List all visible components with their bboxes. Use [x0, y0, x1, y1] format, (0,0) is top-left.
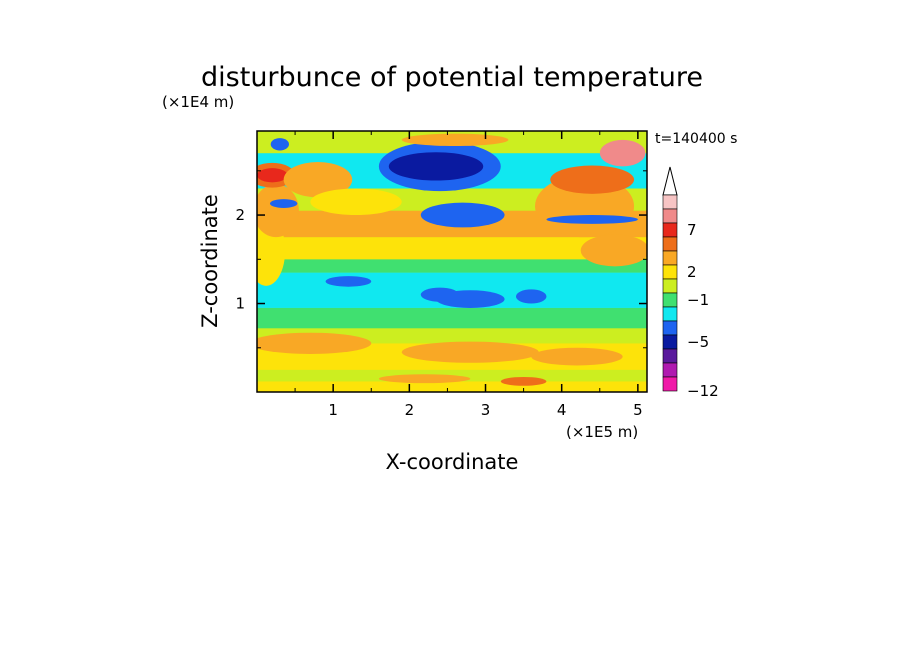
x-axis-ticks: 1 2 3 4 5 — [294, 131, 643, 419]
colorbar-cell — [662, 348, 678, 364]
x-tick-label: 4 — [557, 401, 567, 419]
contour-feature — [515, 289, 547, 304]
contour-feature — [599, 139, 646, 167]
contour-band — [257, 259, 647, 273]
contour-feature — [310, 188, 402, 216]
colorbar-cell — [662, 376, 678, 392]
y-tick-label: 1 — [235, 295, 245, 313]
colorbar-label: −5 — [687, 333, 709, 351]
contour-feature — [388, 152, 484, 181]
colorbar-cell — [662, 334, 678, 350]
contour-band — [257, 381, 647, 392]
colorbar: 7 2 −1 −5 −12 — [662, 166, 719, 400]
contour-feature — [257, 168, 288, 183]
contour-feature — [580, 234, 647, 267]
contour-feature — [401, 133, 509, 147]
x-tick-label: 2 — [405, 401, 415, 419]
chart-title: disturbunce of potential temperature — [201, 62, 703, 93]
colorbar-cell — [662, 362, 678, 378]
plot-area — [257, 131, 647, 392]
plot-frame — [256, 130, 648, 393]
contour-feature — [270, 138, 289, 151]
colorbar-cell — [662, 278, 678, 294]
colorbar-cell — [662, 320, 678, 336]
colorbar-label: 2 — [687, 263, 697, 281]
contour-band — [257, 237, 647, 260]
x-axis-label: X-coordinate — [386, 450, 519, 474]
colorbar-cell — [662, 292, 678, 308]
contour-feature — [283, 161, 353, 198]
contour-feature — [378, 374, 471, 384]
contour-features — [257, 133, 647, 386]
contour-feature — [257, 184, 299, 238]
colorbar-cell — [662, 250, 678, 266]
colorbar-cell — [662, 236, 678, 252]
x-unit-label: (×1E5 m) — [566, 423, 638, 441]
colorbar-cell — [662, 222, 678, 238]
contour-feature — [531, 347, 623, 366]
time-label: t=140400 s — [655, 131, 737, 147]
x-tick-label: 1 — [328, 401, 338, 419]
contour-feature — [550, 165, 635, 194]
y-unit-label: (×1E4 m) — [162, 93, 234, 111]
colorbar-label: 7 — [687, 221, 697, 239]
x-tick-label: 5 — [633, 401, 643, 419]
y-tick-label: 2 — [235, 206, 245, 224]
x-tick-label: 3 — [481, 401, 491, 419]
contour-band — [257, 307, 647, 329]
colorbar-label: −1 — [687, 291, 709, 309]
colorbar-cell — [662, 264, 678, 280]
colorbar-cell — [662, 194, 678, 210]
y-axis-label: Z-coordinate — [198, 194, 222, 328]
colorbar-arrow — [662, 166, 678, 196]
contour-feature — [420, 202, 505, 228]
contour-feature — [420, 287, 459, 302]
colorbar-cell — [662, 208, 678, 224]
y-axis-ticks: 12 — [235, 170, 647, 349]
contour-feature — [325, 276, 372, 287]
contour-feature — [269, 199, 298, 208]
colorbar-label: −12 — [687, 382, 719, 400]
contour-feature — [500, 376, 547, 386]
contour-feature — [257, 332, 372, 354]
colorbar-cell — [662, 306, 678, 322]
contour-feature — [401, 341, 539, 363]
contour-feature — [546, 215, 638, 224]
